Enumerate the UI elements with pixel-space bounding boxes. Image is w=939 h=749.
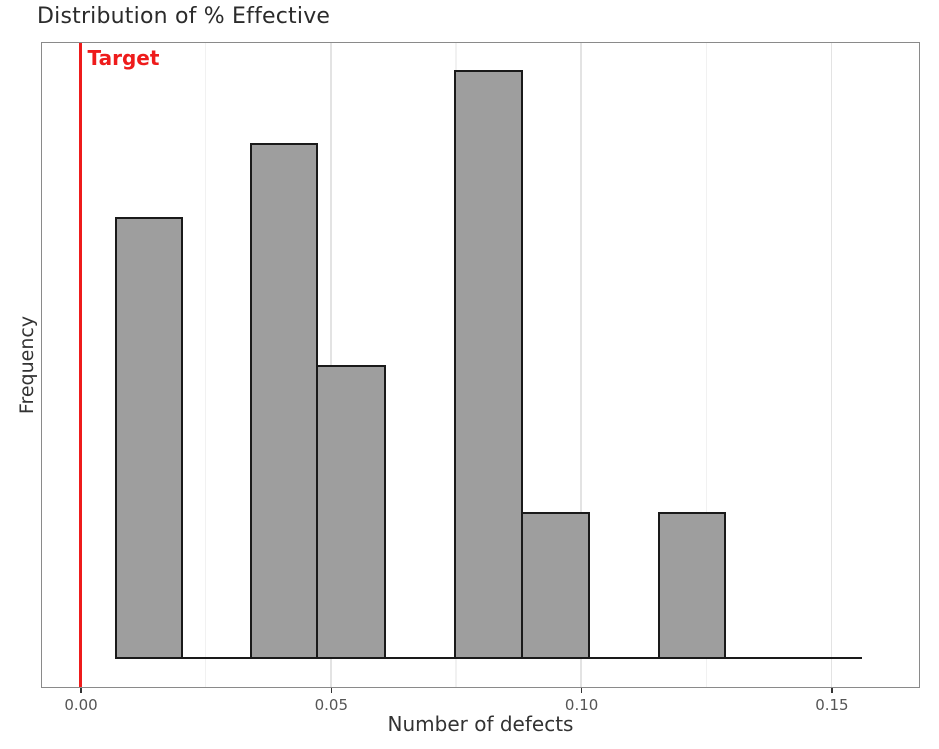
x-tick-label: 0.05 xyxy=(314,696,349,714)
plot-area: Target xyxy=(41,42,920,688)
gridline-minor xyxy=(705,43,707,687)
gridline-major xyxy=(580,43,582,687)
histogram-baseline xyxy=(114,657,863,660)
x-tick-label: 0.10 xyxy=(564,696,599,714)
x-tick-mark xyxy=(80,688,82,693)
histogram-bar xyxy=(114,217,183,660)
target-line xyxy=(79,43,82,687)
x-tick-mark xyxy=(580,688,583,693)
x-tick-label: 0.15 xyxy=(815,696,849,714)
y-axis-label: Frequency xyxy=(16,315,38,415)
gridline-major xyxy=(830,43,833,687)
histogram-bar xyxy=(316,364,387,660)
histogram-bar xyxy=(250,143,319,660)
x-tick-mark xyxy=(330,688,333,693)
x-axis-label: Number of defects xyxy=(387,712,574,736)
x-tick-mark xyxy=(831,688,833,693)
x-axis: 0.00 0.05 0.10 0.15 xyxy=(43,688,919,728)
gridline-minor xyxy=(204,43,207,687)
x-tick-label: 0.00 xyxy=(64,696,98,714)
target-label: Target xyxy=(87,46,160,70)
chart-title: Distribution of % Effective xyxy=(37,4,331,29)
histogram-bar xyxy=(658,512,727,660)
histogram-bar xyxy=(520,512,591,660)
histogram-bar xyxy=(454,69,523,660)
